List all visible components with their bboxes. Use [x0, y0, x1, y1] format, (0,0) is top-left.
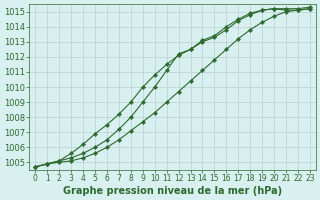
- X-axis label: Graphe pression niveau de la mer (hPa): Graphe pression niveau de la mer (hPa): [63, 186, 282, 196]
